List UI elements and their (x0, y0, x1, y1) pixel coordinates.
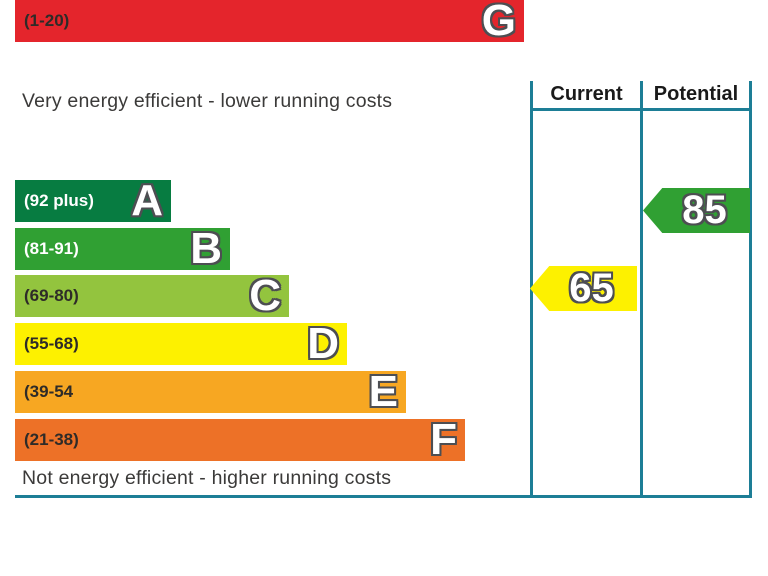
band-letter-g: G (481, 0, 516, 45)
current-rating-arrow: 65 (530, 266, 637, 311)
current-column-header: Current (550, 83, 623, 105)
band-letter-f: F (430, 415, 457, 464)
band-letter-b: B (190, 224, 222, 273)
potential-rating-value: 85 (682, 188, 727, 232)
band-range-label-c: (69-80) (24, 286, 79, 305)
band-range-label-d: (55-68) (24, 334, 79, 353)
top-caption: Very energy efficient - lower running co… (22, 90, 393, 112)
band-range-label-g: (1-20) (24, 11, 70, 30)
band-letter-e: E (368, 367, 398, 416)
potential-rating-arrow: 85 (643, 188, 750, 233)
band-row-c: (69-80) C (15, 271, 289, 320)
band-row-d: (55-68) D (15, 319, 347, 368)
band-row-a: (92 plus) A (15, 176, 171, 225)
table-border-right (749, 81, 752, 498)
band-row-e: (39-54 E (15, 367, 406, 416)
table-border-middle (640, 81, 643, 498)
potential-column-header: Potential (653, 83, 739, 105)
band-letter-a: A (131, 176, 163, 225)
band-range-label-a: (92 plus) (24, 191, 94, 210)
band-range-label-e: (39-54 (24, 382, 74, 401)
band-letter-d: D (307, 319, 339, 368)
band-row-f: (21-38) F (15, 415, 465, 464)
band-row-b: (81-91) B (15, 224, 230, 273)
band-range-label-b: (81-91) (24, 239, 79, 258)
current-rating-value: 65 (569, 266, 614, 310)
table-header-underline (530, 108, 752, 111)
band-row-g: (1-20) G (15, 0, 524, 45)
bottom-caption: Not energy efficient - higher running co… (22, 467, 392, 489)
table-border-bottom (15, 495, 752, 498)
band-letter-c: C (249, 271, 281, 320)
band-range-label-f: (21-38) (24, 430, 79, 449)
